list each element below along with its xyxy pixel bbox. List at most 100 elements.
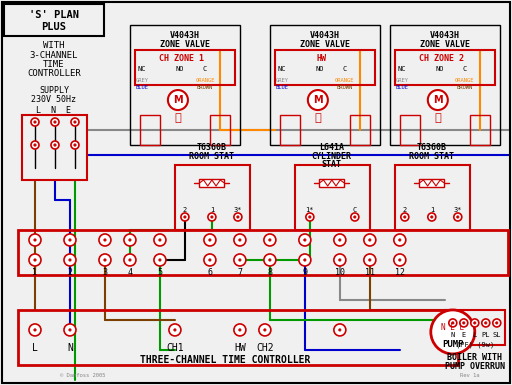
Bar xyxy=(400,115,420,145)
Circle shape xyxy=(334,234,346,246)
Text: HW: HW xyxy=(234,343,246,353)
Circle shape xyxy=(124,234,136,246)
Circle shape xyxy=(496,322,498,324)
Text: 8: 8 xyxy=(267,268,272,278)
Text: PL: PL xyxy=(481,332,490,338)
Circle shape xyxy=(239,239,241,241)
Text: C: C xyxy=(463,66,467,72)
Circle shape xyxy=(34,259,36,261)
Circle shape xyxy=(29,234,41,246)
Text: 3*: 3* xyxy=(454,207,462,213)
Bar xyxy=(175,165,250,230)
Circle shape xyxy=(34,329,36,331)
Text: CH2: CH2 xyxy=(256,343,274,353)
Circle shape xyxy=(71,118,79,126)
Bar xyxy=(445,310,505,345)
Circle shape xyxy=(364,254,376,266)
Circle shape xyxy=(129,239,131,241)
Text: 1: 1 xyxy=(32,268,37,278)
Bar xyxy=(275,50,375,85)
Text: HW: HW xyxy=(317,54,327,62)
Bar xyxy=(319,179,345,187)
Circle shape xyxy=(204,234,216,246)
Circle shape xyxy=(104,239,106,241)
Text: M: M xyxy=(433,95,442,105)
Text: STAT: STAT xyxy=(322,159,342,169)
Circle shape xyxy=(463,322,465,324)
Circle shape xyxy=(452,322,454,324)
Text: GREY: GREY xyxy=(395,77,408,82)
Text: L  N  E: L N E xyxy=(36,105,72,114)
Text: E: E xyxy=(462,332,466,338)
Text: ZONE VALVE: ZONE VALVE xyxy=(300,40,350,49)
Text: 2: 2 xyxy=(403,207,407,213)
Circle shape xyxy=(401,213,409,221)
Text: NO: NO xyxy=(436,66,444,72)
Circle shape xyxy=(74,121,76,123)
Circle shape xyxy=(168,90,188,110)
Text: 5: 5 xyxy=(157,268,162,278)
Circle shape xyxy=(299,234,311,246)
Text: ⏚: ⏚ xyxy=(314,113,321,123)
Text: (PF) (9w): (PF) (9w) xyxy=(456,341,494,348)
Bar xyxy=(295,165,370,230)
Text: C: C xyxy=(343,66,347,72)
Circle shape xyxy=(269,239,271,241)
Circle shape xyxy=(399,239,401,241)
Text: 230V 50Hz: 230V 50Hz xyxy=(31,95,76,104)
Text: N: N xyxy=(451,332,455,338)
Circle shape xyxy=(394,254,406,266)
Circle shape xyxy=(338,329,341,331)
Text: V4043H: V4043H xyxy=(310,30,340,40)
Circle shape xyxy=(234,213,242,221)
Circle shape xyxy=(169,324,181,336)
Circle shape xyxy=(181,213,189,221)
Text: GREY: GREY xyxy=(136,77,148,82)
Text: BOILER WITH: BOILER WITH xyxy=(447,353,502,362)
Text: TIME: TIME xyxy=(43,60,65,69)
Text: 3: 3 xyxy=(102,268,108,278)
Circle shape xyxy=(449,319,457,327)
Circle shape xyxy=(304,259,306,261)
Text: 1: 1 xyxy=(430,207,434,213)
Text: T6360B: T6360B xyxy=(197,142,227,152)
Circle shape xyxy=(31,118,39,126)
Circle shape xyxy=(64,324,76,336)
Text: NO: NO xyxy=(315,66,324,72)
Text: 9: 9 xyxy=(303,268,307,278)
Circle shape xyxy=(64,254,76,266)
Text: ORANGE: ORANGE xyxy=(455,77,475,82)
Circle shape xyxy=(239,329,241,331)
Text: BLUE: BLUE xyxy=(275,85,288,90)
Bar xyxy=(470,115,490,145)
Circle shape xyxy=(484,322,487,324)
Circle shape xyxy=(334,324,346,336)
Text: NC: NC xyxy=(398,66,406,72)
Text: M: M xyxy=(313,95,323,105)
Circle shape xyxy=(237,216,239,218)
Bar xyxy=(210,115,230,145)
Circle shape xyxy=(74,144,76,146)
Circle shape xyxy=(211,216,213,218)
Text: NC: NC xyxy=(278,66,286,72)
Circle shape xyxy=(259,324,271,336)
Circle shape xyxy=(431,310,475,354)
Text: L: L xyxy=(32,343,38,353)
Text: CH1: CH1 xyxy=(166,343,184,353)
Bar xyxy=(22,115,87,180)
Bar xyxy=(419,179,444,187)
Circle shape xyxy=(471,319,479,327)
Text: 4: 4 xyxy=(127,268,133,278)
Text: NC: NC xyxy=(138,66,146,72)
Text: BROWN: BROWN xyxy=(337,85,353,90)
Circle shape xyxy=(174,329,176,331)
Text: 3-CHANNEL: 3-CHANNEL xyxy=(30,50,78,60)
Circle shape xyxy=(399,259,401,261)
Text: PUMP OVERRUN: PUMP OVERRUN xyxy=(445,362,505,372)
Circle shape xyxy=(338,239,341,241)
Bar xyxy=(395,50,495,85)
Text: 12: 12 xyxy=(395,268,405,278)
Text: BLUE: BLUE xyxy=(136,85,148,90)
Text: M: M xyxy=(173,95,183,105)
Text: L: L xyxy=(473,332,477,338)
